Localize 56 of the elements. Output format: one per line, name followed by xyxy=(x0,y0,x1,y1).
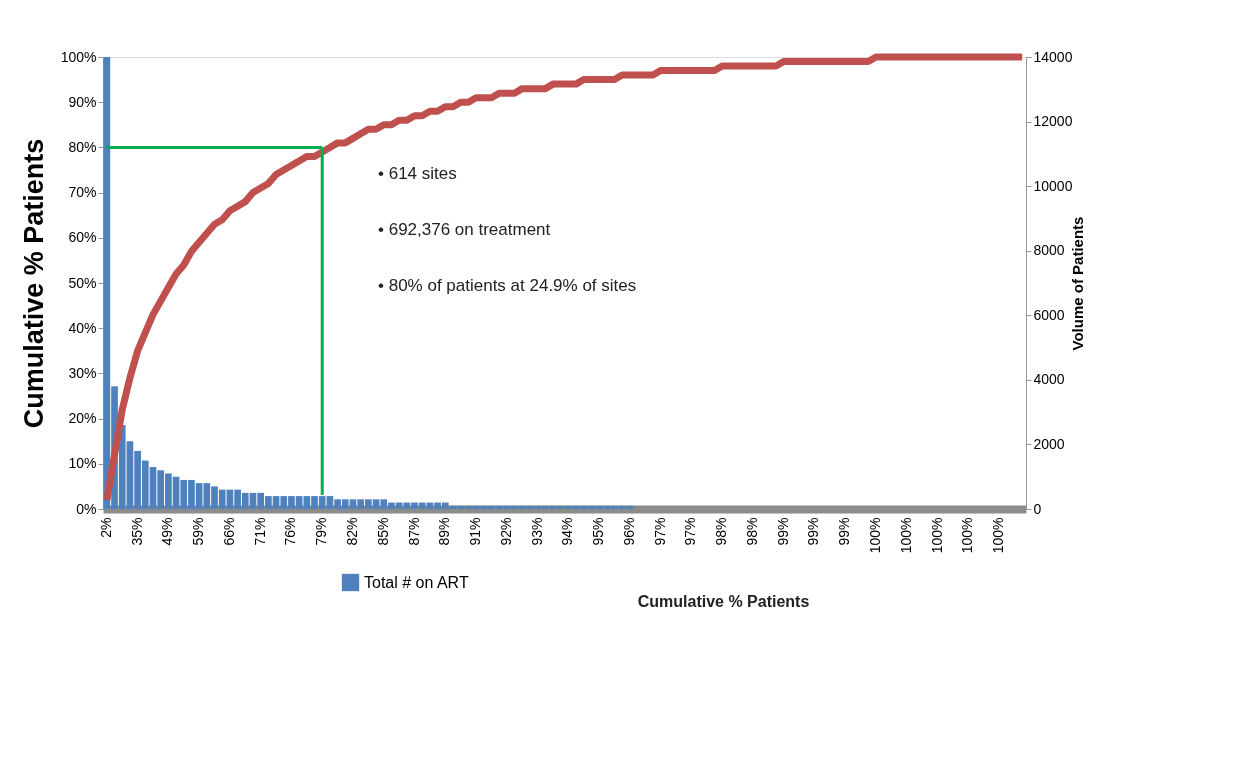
x-tick-label: 100% xyxy=(867,517,884,554)
x-tick-label: 71% xyxy=(251,517,268,546)
annotation: • 614 sites xyxy=(378,164,457,183)
x-axis-title: Cumulative % Patients xyxy=(637,592,810,610)
x-tick-label: 99% xyxy=(836,517,853,546)
y2-axis-title: Volume of Patients xyxy=(1069,216,1087,351)
x-tick-label: 76% xyxy=(282,517,299,546)
x-tick-label: 91% xyxy=(467,517,484,546)
x-tick-label: 66% xyxy=(220,517,237,546)
x-tick-label: 49% xyxy=(159,517,176,546)
y-tick-label: 100% xyxy=(60,48,97,65)
x-tick-label: 98% xyxy=(713,517,730,546)
y2-tick-label: 6000 xyxy=(1033,306,1065,323)
annotation: • 692,376 on treatment xyxy=(378,220,551,239)
x-tick-label: 99% xyxy=(774,517,791,546)
x-tick-label: 59% xyxy=(190,517,207,546)
x-tick-label: 92% xyxy=(497,517,514,546)
x-tick-label: 97% xyxy=(682,517,699,546)
y-tick-label: 30% xyxy=(68,364,97,381)
x-tick-label: 99% xyxy=(805,517,822,546)
x-tick-label: 100% xyxy=(990,517,1007,554)
x-tick-label: 100% xyxy=(959,517,976,554)
y2-tick-label: 4000 xyxy=(1033,371,1065,388)
x-tick-label: 93% xyxy=(528,517,545,546)
legend-label: Total # on ART xyxy=(364,573,469,591)
y2-tick-label: 12000 xyxy=(1033,113,1073,130)
x-tick-label: 97% xyxy=(651,517,668,546)
y-axis-title: Cumulative % Patients xyxy=(18,138,49,429)
y-tick-label: 80% xyxy=(68,138,97,155)
y-tick-label: 60% xyxy=(68,229,97,246)
x-tick-label: 82% xyxy=(343,517,360,546)
x-tick-label: 89% xyxy=(436,517,453,546)
y-tick-label: 40% xyxy=(68,319,97,336)
x-tick-label: 35% xyxy=(128,517,145,546)
y-tick-label: 10% xyxy=(68,455,97,472)
x-tick-label: 87% xyxy=(405,517,422,546)
y-tick-label: 70% xyxy=(68,184,97,201)
x-tick-label: 2% xyxy=(97,517,114,538)
x-tick-label: 79% xyxy=(313,517,330,546)
y-tick-label: 90% xyxy=(68,93,97,110)
x-tick-label: 98% xyxy=(743,517,760,546)
y-tick-label: 20% xyxy=(68,410,97,427)
annotation: • 80% of patients at 24.9% of sites xyxy=(378,276,637,295)
y2-tick-label: 14000 xyxy=(1033,48,1073,65)
y-tick-label: 0% xyxy=(76,500,97,517)
x-tick-label: 100% xyxy=(897,517,914,554)
y2-tick-label: 10000 xyxy=(1033,177,1073,194)
y2-tick-label: 8000 xyxy=(1033,242,1065,259)
y-tick-label: 50% xyxy=(68,274,97,291)
y2-tick-label: 0 xyxy=(1033,500,1042,517)
x-tick-label: 85% xyxy=(374,517,391,546)
y2-tick-label: 2000 xyxy=(1033,435,1065,452)
x-tick-label: 100% xyxy=(928,517,945,554)
x-tick-label: 95% xyxy=(590,517,607,546)
x-tick-label: 94% xyxy=(559,517,576,546)
x-tick-label: 96% xyxy=(620,517,637,546)
